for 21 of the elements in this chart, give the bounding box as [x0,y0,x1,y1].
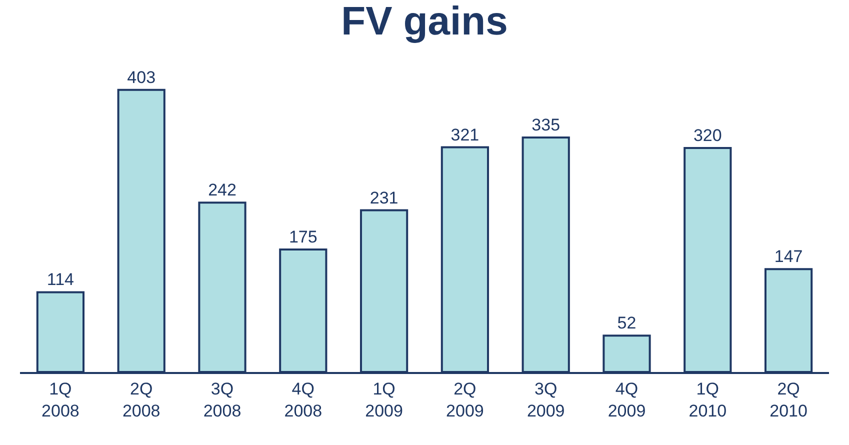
x-tick-label: 2Q 2009 [446,379,484,420]
x-tick-label: 1Q 2010 [688,379,727,420]
data-label: 114 [46,270,74,290]
x-tick-label: 4Q 2008 [284,379,322,420]
x-tick-label: 2Q 2010 [770,379,808,420]
x-tick-label: 2Q 2008 [122,379,160,420]
data-label: 147 [774,247,803,266]
x-tick-label: 3Q 2008 [203,379,242,420]
data-label: 175 [288,227,318,246]
x-tick-label: 1Q 2008 [42,379,80,420]
data-label: 335 [532,115,560,134]
data-label: 321 [450,125,480,144]
data-label: 52 [617,314,636,333]
data-label: 403 [127,68,156,87]
data-label: 320 [693,126,722,145]
x-tick-label: 4Q 2009 [608,379,646,420]
data-label: 231 [370,188,398,208]
data-label: 242 [208,180,236,200]
chart-title: FV gains [341,0,508,44]
x-tick-label: 3Q 2009 [526,379,565,420]
x-tick-label: 1Q 2009 [365,379,403,420]
